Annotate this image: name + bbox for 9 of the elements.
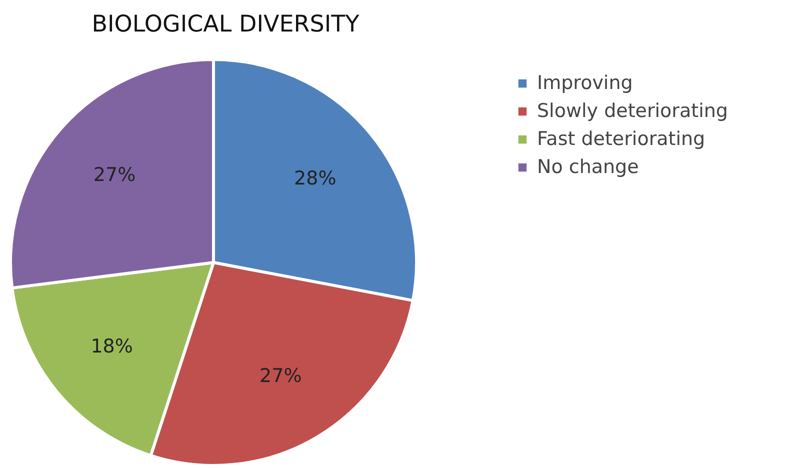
legend-label: No change [537, 156, 639, 178]
data-label: 18% [90, 336, 133, 358]
legend-label: Fast deteriorating [537, 128, 706, 150]
legend-label: Improving [537, 72, 633, 94]
data-label: 27% [93, 164, 136, 186]
chart-title: BIOLOGICAL DIVERSITY [92, 12, 360, 38]
data-label: 27% [260, 365, 302, 388]
data-label: 28% [294, 167, 336, 190]
legend-label: Slowly deteriorating [537, 100, 728, 122]
